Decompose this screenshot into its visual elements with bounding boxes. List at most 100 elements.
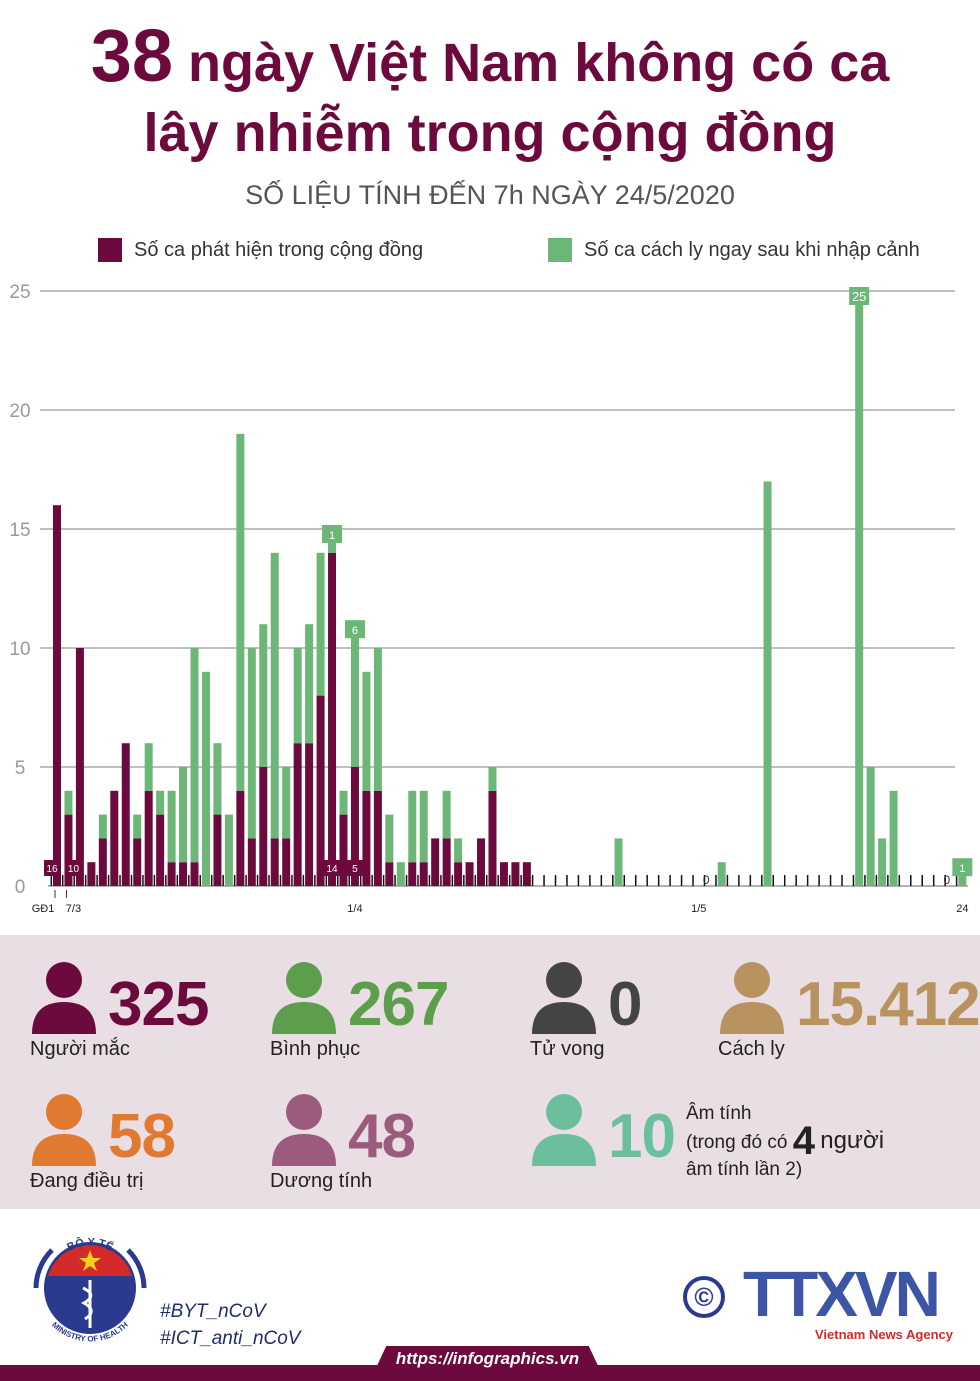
bar-community (431, 838, 440, 886)
bar-community (499, 862, 508, 886)
bar-imported (98, 814, 107, 839)
data-label-imported: 1 (329, 530, 335, 542)
bar-community (350, 767, 359, 886)
subtitle: SỐ LIỆU TÍNH ĐẾN 7h NGÀY 24/5/2020 (245, 180, 735, 210)
bar-imported (866, 767, 875, 886)
y-tick-label: 20 (9, 401, 30, 422)
bar-imported (156, 790, 165, 815)
hashtag-byt[interactable]: #BYT_nCoV (160, 1301, 266, 1322)
bar-community (511, 862, 520, 886)
bar-imported (614, 838, 623, 886)
bar-imported (224, 814, 233, 886)
bar-community (328, 552, 337, 886)
data-label-community: 5 (352, 864, 358, 875)
stat-1: 267 Bình phục (270, 960, 449, 1060)
bar-imported (488, 767, 497, 791)
bar-community (454, 862, 463, 886)
y-tick-label: 0 (15, 877, 26, 898)
bar-imported (442, 790, 451, 839)
note-line1: Âm tính (686, 1103, 752, 1124)
data-label-community: 14 (326, 864, 338, 875)
y-tick-label: 5 (15, 758, 26, 779)
website-link[interactable]: https://infographics.vn (375, 1346, 600, 1370)
person-icon (532, 1094, 596, 1166)
stat-2: 0 Tử vong (530, 960, 642, 1060)
bar-community (259, 767, 268, 886)
bar-community (64, 814, 73, 886)
data-label-bg (952, 858, 973, 877)
bar-community (316, 695, 325, 886)
legend-label: Số ca cách ly ngay sau khi nhập cảnh (584, 238, 920, 261)
page-title-line1: 38 ngày Việt Nam không có ca (0, 14, 980, 98)
note-line3: âm tính lần 2) (686, 1159, 803, 1180)
bar-community (87, 862, 96, 886)
bar-community (465, 862, 474, 886)
bar-community (362, 790, 371, 886)
bar-imported (316, 552, 325, 696)
bar-imported (270, 552, 279, 839)
stat-0: 325 Người mắc (30, 960, 209, 1060)
stat-4: 58 Đang điều trị (30, 1092, 176, 1192)
bar-community (236, 790, 245, 886)
bar-imported (350, 624, 359, 767)
bar-imported (878, 838, 887, 886)
copyright-icon: © (683, 1276, 725, 1318)
data-label-community: 16 (46, 864, 58, 875)
negative-note: Âm tính (trong đó có 4 người âm tính lần… (686, 1100, 884, 1183)
bar-imported (396, 862, 405, 886)
note-number: 4 (792, 1119, 815, 1163)
bar-community (522, 862, 531, 886)
bar-community (282, 838, 291, 886)
data-label-imported: 1 (959, 863, 965, 875)
x-tick-label: 7/3 (66, 903, 81, 915)
agency-subtitle: Vietnam News Agency (815, 1327, 953, 1342)
footer-bar (0, 1365, 980, 1381)
ministry-top-text: BỘ Y TẾ (65, 1236, 115, 1254)
bar-community (419, 862, 428, 886)
stat-label: Đang điều trị (30, 1170, 144, 1192)
hashtag-ict[interactable]: #ICT_anti_nCoV (160, 1328, 301, 1349)
data-label-zero: 0 (944, 873, 951, 887)
bar-community (179, 862, 188, 886)
stat-value: 0 (608, 970, 642, 1039)
data-label-bg (849, 287, 870, 305)
data-label-bg (322, 525, 343, 543)
legend-swatch-community (98, 238, 122, 262)
bar-community (167, 862, 176, 886)
bar-community (53, 505, 61, 886)
x-tick-label: GĐ1 (32, 903, 55, 915)
bar-imported (213, 743, 222, 815)
stat-value: 48 (348, 1102, 416, 1171)
bar-community (477, 838, 486, 886)
bar-imported (454, 838, 463, 863)
y-tick-label: 25 (9, 282, 30, 303)
bar-community (408, 862, 417, 886)
bar-community (98, 838, 107, 886)
stat-5: 48 Dương tính (270, 1092, 416, 1192)
hashtags: #BYT_nCoV #ICT_anti_nCoV (160, 1298, 300, 1352)
bar-imported (293, 648, 302, 744)
bar-community (270, 838, 279, 886)
x-tick-label: 24 (956, 903, 968, 915)
bar-imported (763, 481, 772, 886)
stat-value: 10 (608, 1102, 676, 1171)
bar-imported (889, 790, 898, 886)
person-icon (720, 962, 784, 1034)
data-label-bg (346, 860, 363, 876)
ministry-name-vi: BỘ Y TẾ (65, 1236, 115, 1254)
bar-imported (236, 433, 245, 791)
data-label-imported: 6 (352, 625, 358, 637)
data-label-bg (344, 620, 365, 639)
x-tick-label: 1/4 (347, 903, 362, 915)
bar-imported (419, 790, 428, 863)
stat-label: Tử vong (530, 1038, 605, 1060)
stat-3: 15.412 Cách ly (718, 960, 980, 1060)
bar-community (144, 790, 153, 886)
bar-imported (64, 790, 73, 815)
bar-community (442, 838, 451, 886)
bar-imported (247, 648, 256, 839)
bar-imported (408, 790, 417, 863)
x-tick-label: 1/5 (691, 903, 706, 915)
bar-community (121, 743, 130, 886)
bar-community (213, 814, 222, 886)
